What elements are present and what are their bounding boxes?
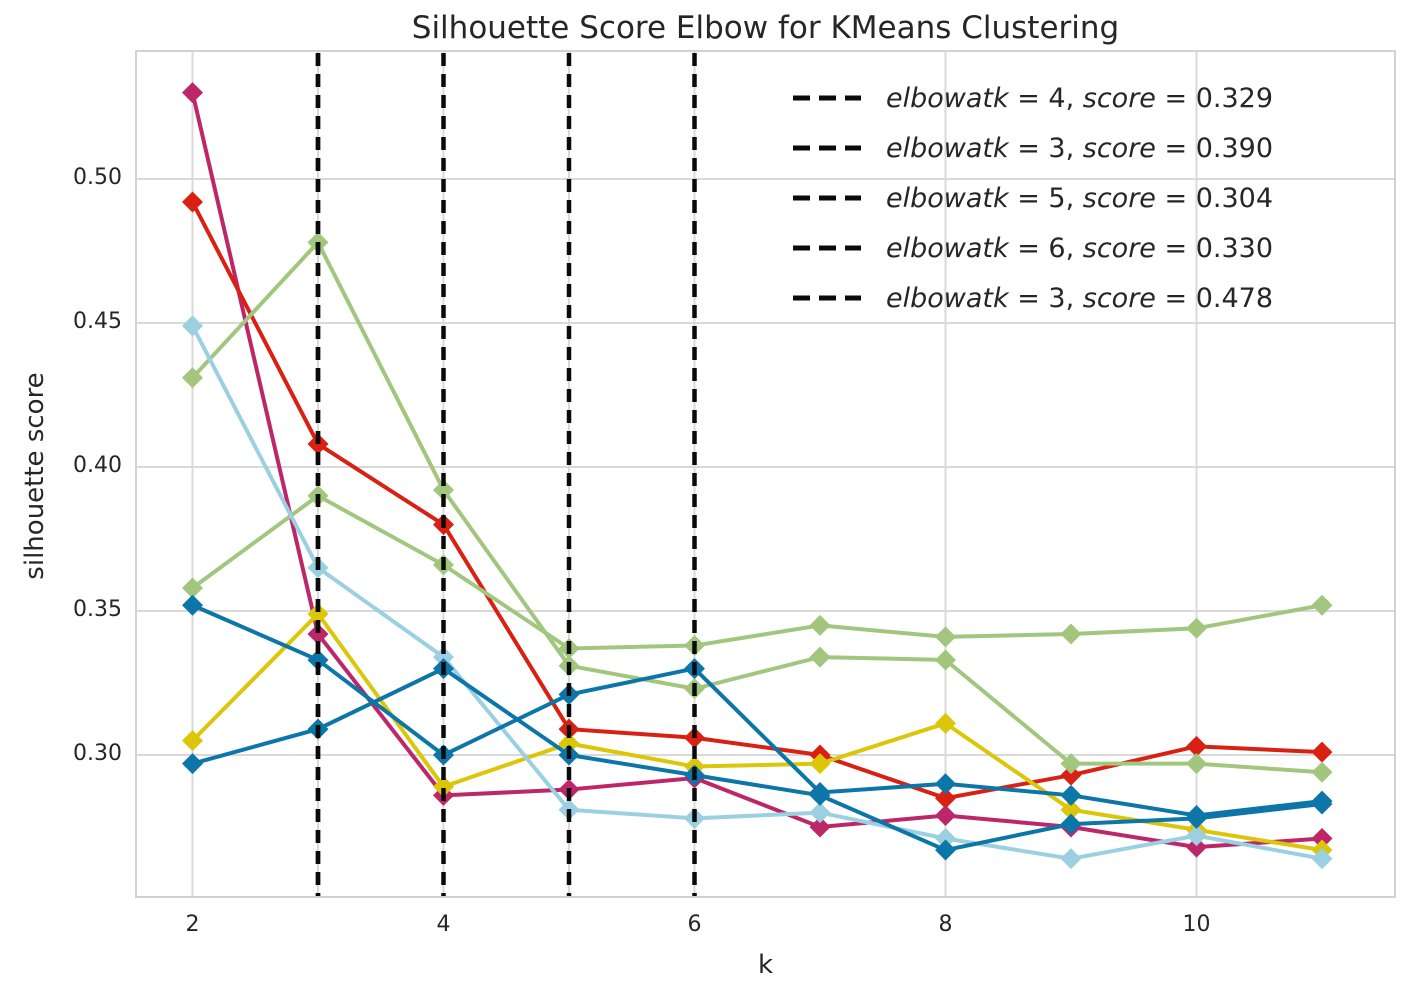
marker-green-2-k10 bbox=[1186, 617, 1207, 639]
marker-green-1-k8 bbox=[935, 649, 956, 671]
legend-dash-icon bbox=[793, 295, 861, 301]
marker-skyblue-k7 bbox=[809, 802, 831, 824]
legend-item-2: elbowatk = 5, score = 0.304 bbox=[790, 173, 1273, 223]
plot-border bbox=[135, 50, 1396, 898]
legend-dash-icon bbox=[793, 195, 861, 201]
legend-item-1: elbowatk = 3, score = 0.390 bbox=[790, 123, 1273, 173]
marker-skyblue-k8 bbox=[935, 828, 956, 850]
legend-label: elbowatk = 4, score = 0.329 bbox=[886, 82, 1274, 114]
marker-yellow-k7 bbox=[809, 753, 831, 775]
marker-green-2-k8 bbox=[935, 626, 956, 648]
marker-magenta-k2 bbox=[182, 82, 203, 104]
marker-red-k9 bbox=[1060, 764, 1082, 786]
legend-item-3: elbowatk = 6, score = 0.330 bbox=[790, 223, 1273, 273]
marker-blue-1-k9 bbox=[1060, 784, 1082, 806]
marker-skyblue-k11 bbox=[1311, 848, 1333, 870]
series-line-red bbox=[190, 201, 1323, 801]
marker-magenta-k11 bbox=[1311, 828, 1333, 850]
y-axis-label: silhouette score bbox=[20, 372, 50, 580]
marker-blue-1-k8 bbox=[935, 773, 956, 795]
marker-blue-1-k2 bbox=[182, 594, 203, 616]
legend-label: elbowatk = 6, score = 0.330 bbox=[886, 232, 1274, 264]
marker-green-2-k2 bbox=[182, 577, 203, 599]
legend-dash-icon bbox=[793, 145, 861, 151]
marker-blue-2-k11 bbox=[1311, 793, 1333, 815]
y-tick-0.30: 0.30 bbox=[73, 741, 122, 766]
marker-yellow-k5 bbox=[558, 732, 580, 754]
series-line-magenta bbox=[190, 92, 1323, 850]
marker-yellow-k3 bbox=[307, 603, 329, 625]
marker-magenta-k8 bbox=[935, 804, 956, 826]
marker-green-1-k11 bbox=[1311, 761, 1333, 783]
marker-green-1-k10 bbox=[1186, 753, 1207, 775]
marker-red-k11 bbox=[1311, 741, 1333, 763]
marker-blue-2-k2 bbox=[182, 753, 203, 775]
legend-dash-icon bbox=[793, 245, 861, 251]
y-tick-0.40: 0.40 bbox=[73, 453, 122, 478]
marker-magenta-k7 bbox=[809, 816, 831, 838]
y-tick-0.50: 0.50 bbox=[73, 165, 122, 190]
marker-blue-2-k8 bbox=[935, 839, 956, 861]
legend-item-0: elbowatk = 4, score = 0.329 bbox=[790, 73, 1273, 123]
marker-green-1-k7 bbox=[809, 646, 831, 668]
marker-yellow-k9 bbox=[1060, 799, 1082, 821]
marker-blue-1-k3 bbox=[307, 649, 329, 671]
y-tick-0.35: 0.35 bbox=[73, 597, 122, 622]
x-tick-2: 2 bbox=[185, 912, 200, 937]
marker-green-2-k7 bbox=[809, 614, 831, 636]
marker-green-2-k11 bbox=[1311, 594, 1333, 616]
marker-blue-2-k10 bbox=[1186, 807, 1207, 829]
legend-label: elbowatk = 5, score = 0.304 bbox=[886, 182, 1274, 214]
series-line-green-2 bbox=[191, 493, 1323, 651]
x-tick-4: 4 bbox=[436, 912, 451, 937]
marker-magenta-k3 bbox=[307, 623, 329, 645]
chart-title: Silhouette Score Elbow for KMeans Cluste… bbox=[411, 10, 1120, 46]
marker-skyblue-k4 bbox=[433, 646, 454, 668]
x-tick-6: 6 bbox=[687, 912, 702, 937]
x-tick-10: 10 bbox=[1182, 912, 1211, 937]
marker-green-2-k9 bbox=[1060, 623, 1082, 645]
marker-skyblue-k9 bbox=[1060, 848, 1082, 870]
legend-label: elbowatk = 3, score = 0.390 bbox=[886, 132, 1274, 164]
marker-blue-2-k7 bbox=[809, 784, 831, 806]
marker-yellow-k2 bbox=[182, 730, 203, 752]
marker-yellow-k8 bbox=[935, 712, 956, 734]
marker-green-1-k2 bbox=[182, 367, 203, 389]
legend: elbowatk = 4, score = 0.329 elbowatk = 3,… bbox=[790, 73, 1273, 323]
marker-red-k2 bbox=[182, 191, 203, 213]
series-line-green-1 bbox=[191, 238, 1323, 775]
marker-blue-2-k9 bbox=[1060, 813, 1082, 835]
legend-label: elbowatk = 3, score = 0.478 bbox=[886, 282, 1274, 314]
marker-red-k8 bbox=[935, 787, 956, 809]
marker-skyblue-k2 bbox=[182, 315, 203, 337]
y-tick-0.45: 0.45 bbox=[73, 309, 122, 334]
marker-red-k10 bbox=[1186, 735, 1207, 757]
marker-skyblue-k10 bbox=[1186, 825, 1207, 847]
legend-item-4: elbowatk = 3, score = 0.478 bbox=[790, 273, 1273, 323]
x-axis-label: k bbox=[757, 950, 774, 980]
legend-dash-icon bbox=[793, 95, 861, 101]
series-line-skyblue bbox=[190, 324, 1323, 861]
x-tick-8: 8 bbox=[938, 912, 953, 937]
series-line-blue-1 bbox=[191, 603, 1323, 818]
series-line-blue-2 bbox=[191, 666, 1323, 853]
marker-magenta-k10 bbox=[1186, 836, 1207, 858]
marker-yellow-k4 bbox=[433, 776, 454, 798]
marker-green-1-k4 bbox=[433, 479, 454, 501]
marker-green-1-k9 bbox=[1060, 753, 1082, 775]
